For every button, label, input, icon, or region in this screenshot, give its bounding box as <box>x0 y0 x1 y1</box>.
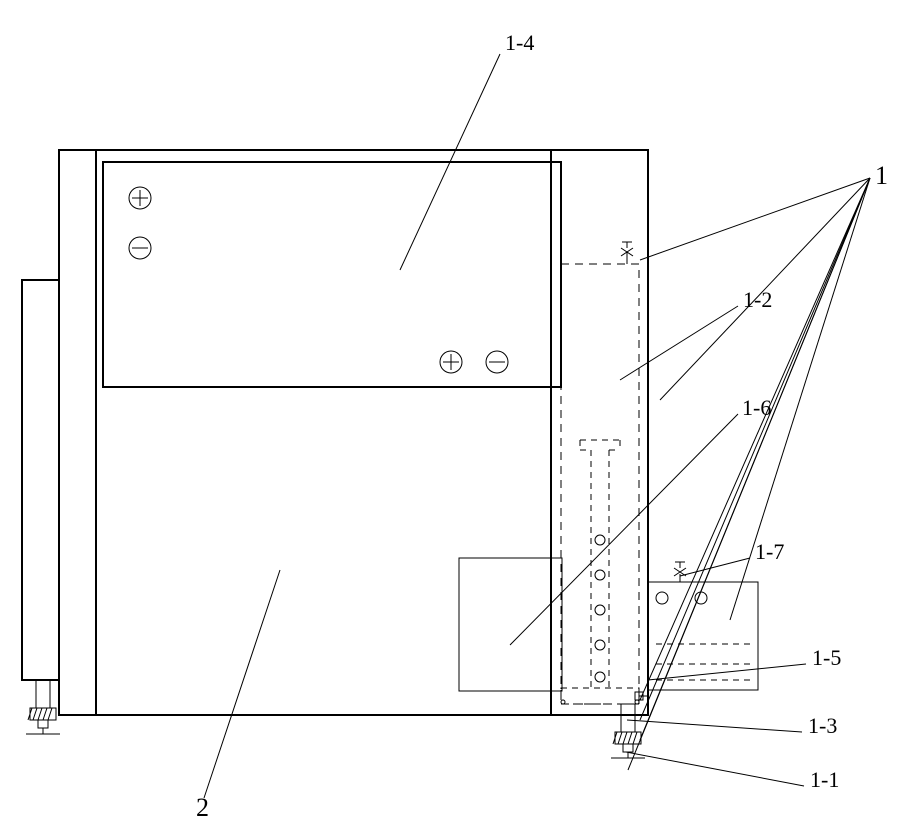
label-L1_2: 1-2 <box>743 287 772 312</box>
label-L1_6: 1-6 <box>742 395 771 420</box>
label-L1_7: 1-7 <box>755 539 784 564</box>
label-L2: 2 <box>196 793 209 822</box>
label-L1_1: 1-1 <box>810 767 839 792</box>
label-L1_4: 1-4 <box>505 30 534 55</box>
label-L1_3: 1-3 <box>808 713 837 738</box>
label-L1: 1 <box>875 161 888 190</box>
label-L1_5: 1-5 <box>812 645 841 670</box>
